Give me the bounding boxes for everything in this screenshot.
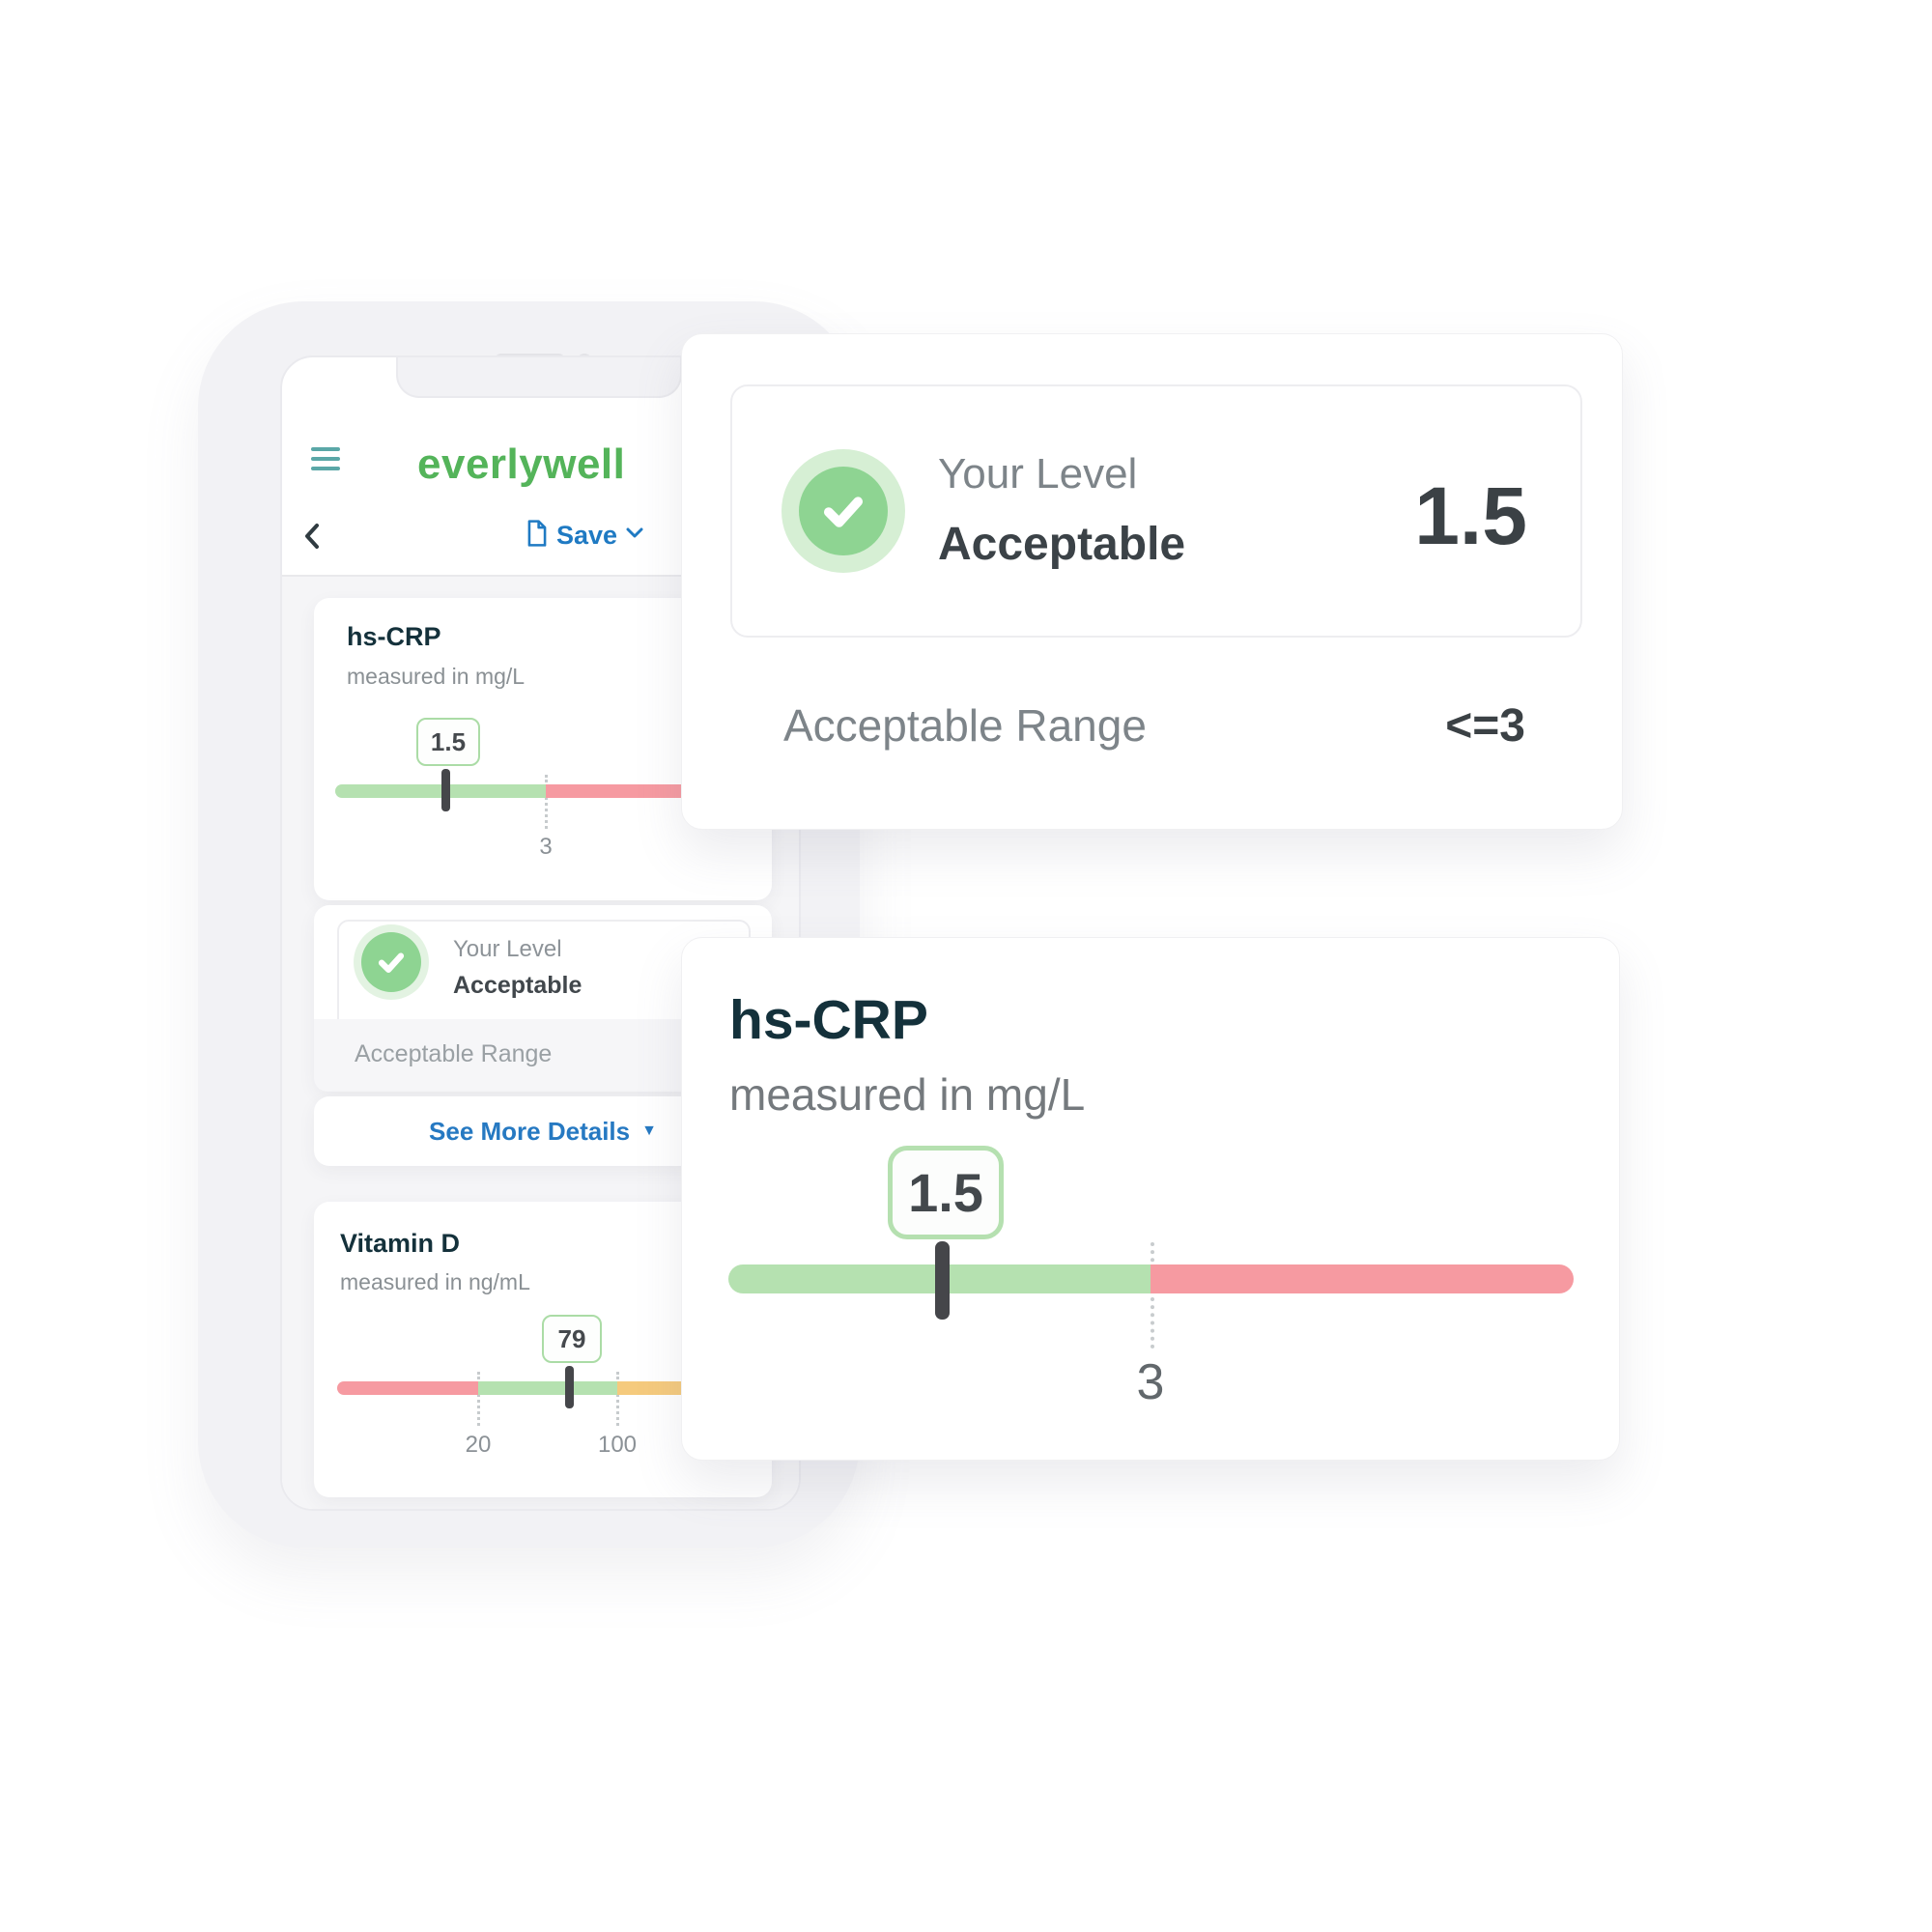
phone-range-label: Acceptable Range <box>355 1040 553 1067</box>
detail-level-label: Your Level <box>938 450 1138 497</box>
chevron-down-icon <box>626 526 643 544</box>
document-icon <box>526 519 548 552</box>
save-button-label: Save <box>556 520 618 550</box>
slider-acceptable-zone <box>478 1381 617 1395</box>
check-circle-icon <box>361 932 421 992</box>
phone-vitamind-low-line <box>477 1372 480 1426</box>
phone-hscrp-value-marker <box>441 769 450 811</box>
phone-vitamind-low-label: 20 <box>465 1432 492 1458</box>
phone-vitamind-value-marker <box>565 1366 574 1408</box>
phone-hscrp-threshold-label: 3 <box>539 834 553 860</box>
phone-level-value: Acceptable <box>453 972 582 999</box>
detail-hscrp-threshold-label: 3 <box>1136 1354 1165 1410</box>
detail-range-label: Acceptable Range <box>783 700 1147 751</box>
phone-vitamind-high-label: 100 <box>597 1432 638 1458</box>
detail-hscrp-range-slider <box>728 1264 1574 1293</box>
see-more-details-link[interactable]: See More Details ▼ <box>314 1096 772 1166</box>
detail-range-value: <=3 <box>1445 700 1525 752</box>
caret-down-icon: ▼ <box>641 1122 657 1139</box>
back-chevron-icon[interactable] <box>301 520 330 553</box>
phone-vitamind-value-badge: 79 <box>542 1315 602 1363</box>
detail-level-box: Your Level Acceptable 1.5 <box>730 384 1582 638</box>
phone-notch <box>396 357 682 398</box>
see-more-details-label: See More Details <box>429 1116 631 1146</box>
everlywell-logo: everlywell <box>417 440 626 488</box>
phone-vitamind-title: Vitamin D <box>340 1229 461 1258</box>
phone-hscrp-title: hs-CRP <box>347 622 441 651</box>
detail-hscrp-threshold-line <box>1151 1242 1154 1349</box>
phone-hscrp-threshold-line <box>545 775 548 829</box>
slider-elevated-zone <box>1151 1264 1574 1293</box>
detail-hscrp-value-badge: 1.5 <box>888 1146 1004 1239</box>
detail-hscrp-units: measured in mg/L <box>729 1069 1086 1120</box>
slider-acceptable-zone <box>335 784 546 798</box>
phone-level-label: Your Level <box>453 936 562 962</box>
check-circle-icon <box>799 467 888 555</box>
phone-vitamind-units: measured in ng/mL <box>340 1269 530 1294</box>
detail-hscrp-card: hs-CRP measured in mg/L 1.5 3 <box>681 937 1620 1461</box>
detail-level-number: 1.5 <box>1414 470 1527 561</box>
detail-hscrp-value-marker <box>935 1241 950 1320</box>
phone-hscrp-value-badge: 1.5 <box>416 718 480 766</box>
phone-hscrp-units: measured in mg/L <box>347 664 526 689</box>
detail-hscrp-title: hs-CRP <box>729 989 928 1051</box>
save-button[interactable]: Save <box>526 518 643 553</box>
header-divider <box>282 575 799 577</box>
hamburger-menu-icon[interactable] <box>311 447 340 470</box>
detail-level-card: Your Level Acceptable 1.5 Acceptable Ran… <box>681 333 1623 830</box>
slider-low-zone <box>337 1381 478 1395</box>
phone-vitamind-high-line <box>616 1372 619 1426</box>
detail-level-value: Acceptable <box>938 519 1186 570</box>
